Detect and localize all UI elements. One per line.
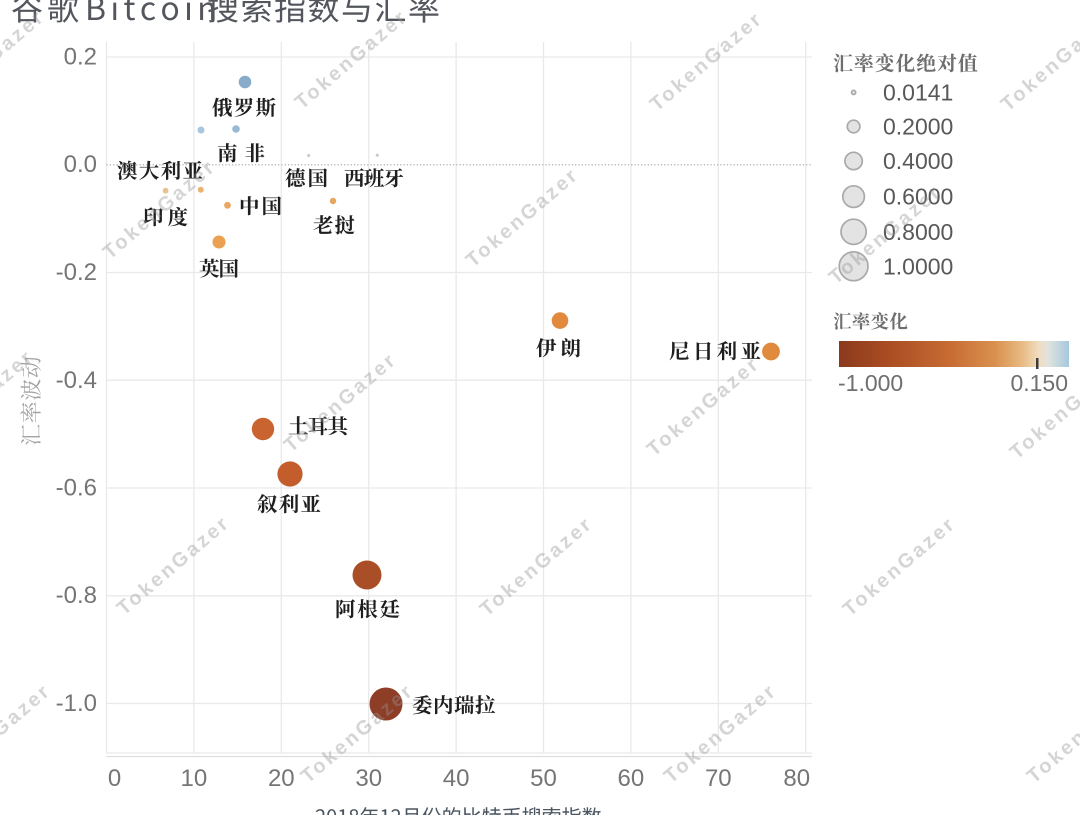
svg-text:40: 40	[443, 765, 470, 792]
svg-text:20: 20	[268, 765, 295, 792]
svg-text:-0.2: -0.2	[56, 259, 97, 286]
svg-text:50: 50	[530, 765, 557, 792]
svg-text:-0.6: -0.6	[56, 475, 97, 502]
svg-text:0.6000: 0.6000	[883, 184, 953, 210]
svg-text:10: 10	[181, 765, 208, 792]
svg-text:60: 60	[618, 765, 645, 792]
svg-text:0.2: 0.2	[64, 44, 97, 71]
svg-text:0.0: 0.0	[64, 151, 97, 178]
svg-text:-0.4: -0.4	[56, 367, 97, 394]
svg-text:0.2000: 0.2000	[883, 114, 953, 140]
svg-text:0.0141: 0.0141	[883, 79, 953, 105]
svg-text:0.8000: 0.8000	[883, 219, 953, 245]
svg-text:0: 0	[108, 765, 121, 792]
svg-text:80: 80	[783, 765, 810, 792]
svg-text:-0.8: -0.8	[56, 582, 97, 609]
svg-text:-1.0: -1.0	[56, 690, 97, 717]
svg-text:0.150: 0.150	[1010, 370, 1068, 396]
svg-text:1.0000: 1.0000	[883, 253, 953, 279]
svg-text:-1.000: -1.000	[838, 370, 903, 396]
svg-text:30: 30	[355, 765, 382, 792]
svg-text:70: 70	[705, 765, 732, 792]
svg-text:0.4000: 0.4000	[883, 148, 953, 174]
